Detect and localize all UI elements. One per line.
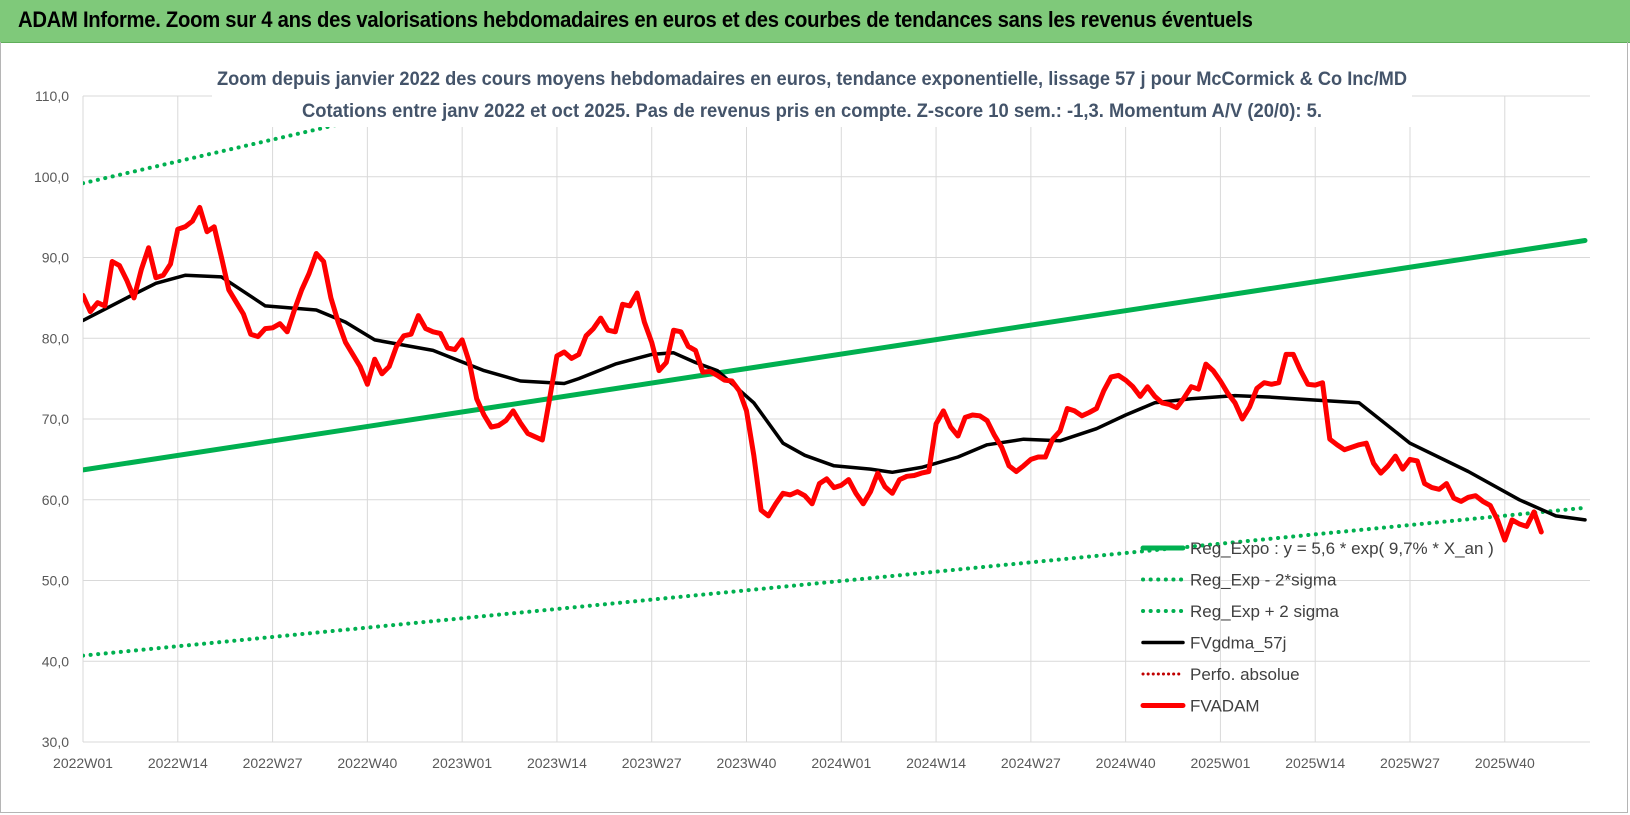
x-tick-label: 2022W01: [53, 755, 113, 771]
legend-reg-expo-label: Reg_Expo : y = 5,6 * exp( 9,7% * X_an ): [1190, 539, 1494, 558]
x-tick-label: 2025W01: [1190, 755, 1250, 771]
legend-reg-exp-minus-label: Reg_Exp - 2*sigma: [1190, 571, 1337, 590]
y-tick-label: 30,0: [42, 734, 69, 750]
chart-legend: Reg_Expo : y = 5,6 * exp( 9,7% * X_an ) R…: [1136, 530, 1556, 720]
x-tick-label: 2024W01: [811, 755, 871, 771]
x-tick-label: 2023W14: [527, 755, 587, 771]
chart-title: Zoom depuis janvier 2022 des cours moyen…: [217, 69, 1407, 90]
x-tick-label: 2024W27: [1001, 755, 1061, 771]
reg-exp-minus-2sigma-line: [83, 505, 1587, 658]
x-tick-label: 2023W01: [432, 755, 492, 771]
x-tick-label: 2022W40: [337, 755, 397, 771]
x-axis-ticks: 2022W01 2022W14 2022W27 2022W40 2023W01 2023W…: [53, 755, 1535, 771]
x-tick-label: 2023W27: [622, 755, 682, 771]
x-tick-label: 2025W14: [1285, 755, 1345, 771]
y-tick-label: 40,0: [42, 653, 69, 669]
legend-reg-exp-plus-label: Reg_Exp + 2 sigma: [1190, 602, 1339, 621]
y-tick-label: 50,0: [42, 573, 69, 589]
x-tick-label: 2024W40: [1096, 755, 1156, 771]
x-tick-label: 2025W27: [1380, 755, 1440, 771]
y-tick-label: 110,0: [35, 88, 69, 104]
x-tick-label: 2022W27: [243, 755, 303, 771]
y-tick-label: 100,0: [34, 169, 69, 185]
reg-expo-line: [83, 238, 1588, 473]
legend-fvadam-label: FVADAM: [1190, 697, 1260, 716]
x-tick-label: 2024W14: [906, 755, 966, 771]
chart-subtitle: Cotations entre janv 2022 et oct 2025. P…: [302, 101, 1322, 122]
y-axis-ticks: 30,0 40,0 50,0 60,0 70,0 80,0 90,0 100,0 110,0: [34, 88, 69, 750]
fvgdma-57j-line: [83, 273, 1587, 522]
legend-box: [1136, 530, 1556, 720]
chart-gridlines: [82, 95, 1590, 743]
x-tick-label: 2025W40: [1475, 755, 1535, 771]
y-tick-label: 60,0: [42, 492, 69, 508]
chart-title-backing: [212, 63, 1412, 127]
legend-perfo-absolue-label: Perfo. absolue: [1190, 665, 1300, 684]
chart-frame: [0, 42, 1628, 813]
legend-fvgdma-label: FVgdma_57j: [1190, 634, 1286, 653]
report-title: ADAM Informe. Zoom sur 4 ans des valoris…: [18, 7, 1253, 32]
report-header-bar: ADAM Informe. Zoom sur 4 ans des valoris…: [0, 0, 1630, 43]
y-tick-label: 80,0: [42, 330, 69, 346]
y-tick-label: 90,0: [42, 250, 69, 266]
x-tick-label: 2023W40: [717, 755, 777, 771]
y-tick-label: 70,0: [42, 411, 69, 427]
fvadam-line: [83, 204, 1544, 543]
x-tick-label: 2022W14: [148, 755, 208, 771]
